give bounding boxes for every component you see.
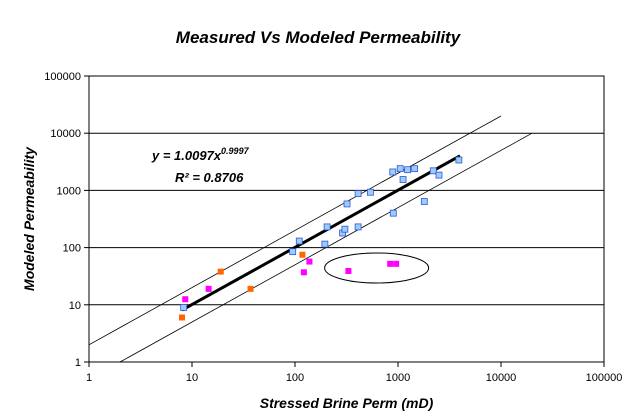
x-tick-label: 10000	[486, 372, 517, 384]
data-point-blue	[429, 167, 437, 175]
data-point-magenta	[345, 267, 352, 274]
bound-lines	[89, 115, 533, 362]
data-point-blue	[367, 188, 374, 196]
x-tick-label: 1000	[386, 372, 410, 384]
data-point-orange	[247, 285, 254, 292]
y-tick-label: 1	[75, 357, 81, 369]
data-point-magenta	[387, 260, 394, 267]
outlier-ellipse	[324, 252, 430, 284]
data-point-magenta	[182, 296, 189, 303]
x-tick-label: 100	[286, 372, 304, 384]
trend-equation: y = 1.0097x0.9997	[151, 146, 250, 163]
data-point-blue	[396, 165, 404, 173]
x-axis-title: Stressed Brine Perm (mD)	[260, 395, 434, 411]
y-axis-title: Modeled Permeability	[21, 146, 37, 291]
data-point-blue	[404, 166, 412, 174]
data-point-blue	[455, 156, 463, 164]
data-point-blue	[289, 248, 297, 256]
data-point-blue	[343, 200, 351, 208]
trendline	[181, 154, 461, 312]
data-point-blue	[354, 223, 362, 231]
data-point-blue	[399, 176, 407, 183]
y-tick-label: 10	[69, 300, 81, 312]
r-squared-label: R² = 0.8706	[175, 170, 244, 185]
x-tick-label: 100000	[586, 372, 623, 384]
x-tick-label: 10	[186, 372, 198, 384]
data-point-orange	[179, 314, 186, 321]
data-point-blue	[354, 190, 362, 197]
data-point-magenta	[306, 258, 313, 265]
data-point-blue	[323, 223, 331, 231]
y-tick-label: 100	[63, 243, 81, 255]
x-axis-ticks: 1 10 100 1000 10000 100000	[86, 362, 622, 384]
bound-line	[89, 115, 502, 346]
data-point-blue	[180, 304, 188, 311]
data-point-magenta	[393, 260, 400, 267]
y-axis-ticks: 1 10 100 1000 10000 100000	[44, 71, 89, 369]
data-point-blue	[341, 225, 349, 233]
data-point-blue	[435, 171, 443, 179]
y-tick-label: 10000	[50, 128, 81, 140]
data-point-blue	[420, 198, 428, 205]
annotations	[324, 252, 430, 284]
data-point-blue	[389, 168, 397, 176]
data-point-blue	[389, 209, 397, 217]
data-point-orange	[217, 268, 224, 275]
data-point-blue	[295, 237, 303, 245]
plot-frame	[88, 75, 605, 363]
data-point-blue	[411, 165, 419, 173]
x-tick-label: 1	[86, 372, 92, 384]
y-tick-label: 100000	[44, 71, 81, 83]
y-tick-label: 1000	[57, 185, 81, 197]
data-point-blue	[321, 240, 329, 248]
data-point-magenta	[300, 269, 307, 276]
data-point-magenta	[205, 285, 212, 292]
data-points	[179, 156, 463, 321]
data-point-orange	[299, 251, 306, 258]
chart-title: Measured Vs Modeled Permeability	[175, 28, 461, 47]
trendline-group	[181, 154, 461, 312]
bound-line	[119, 132, 533, 362]
